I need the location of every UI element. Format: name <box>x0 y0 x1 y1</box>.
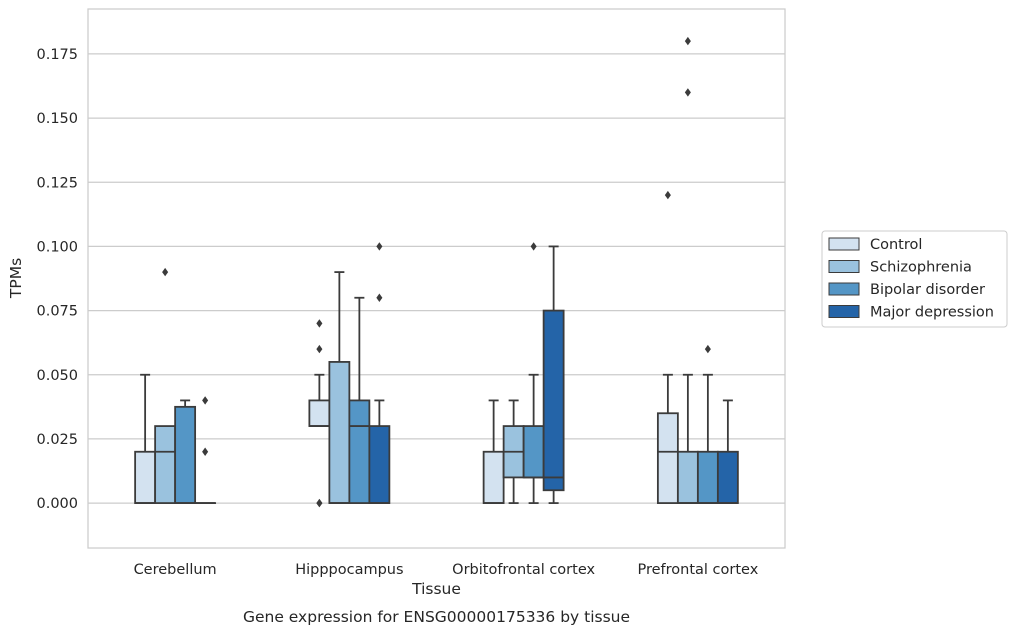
legend-label: Schizophrenia <box>870 260 972 276</box>
legend-swatch <box>828 237 860 251</box>
legend-label: Major depression <box>870 305 994 321</box>
box-body <box>348 399 371 504</box>
box-body <box>696 450 719 504</box>
y-tick-label: 0.125 <box>36 175 78 191</box>
box-body <box>522 425 545 479</box>
x-axis-ticks: Cerebellum Hipppocampus Orbitofrontal cort… <box>134 562 759 578</box>
x-axis-label: Tissue <box>411 580 461 598</box>
outlier-point <box>530 242 537 251</box>
box-major-depression <box>542 245 565 504</box>
outlier-point <box>316 344 323 354</box>
chart-caption: Gene expression for ENSG00000175336 by t… <box>243 608 630 626</box>
y-tick-label: 0.050 <box>36 368 78 384</box>
box-schizophrenia <box>502 399 525 504</box>
box-body <box>328 361 351 504</box>
box-control <box>308 319 331 508</box>
box-body <box>308 399 331 427</box>
box-body <box>656 412 679 504</box>
legend-swatch <box>828 260 860 273</box>
box-major-depression <box>368 242 391 504</box>
box-body <box>174 405 197 504</box>
box-body <box>482 450 505 504</box>
box-control <box>482 399 505 504</box>
box-body <box>542 309 565 492</box>
legend-swatch <box>828 305 860 318</box>
y-tick-label: 0.025 <box>36 432 78 448</box>
y-axis-ticks: 0.000 0.025 0.050 0.075 0.100 0.125 0.150 0.175 <box>36 47 78 512</box>
y-tick-label: 0.150 <box>36 111 78 127</box>
y-tick-label: 0.075 <box>36 304 78 320</box>
y-tick-label: 0.175 <box>36 47 78 63</box>
x-tick-label: Cerebellum <box>134 562 217 578</box>
outlier-point <box>316 319 323 328</box>
box-bipolar-disorder <box>174 399 197 504</box>
box-body <box>676 450 699 504</box>
outlier-point <box>684 36 691 46</box>
outlier-point <box>162 267 169 277</box>
box-body <box>154 425 177 504</box>
legend-label: Control <box>870 237 922 253</box>
box-major-depression <box>194 396 217 504</box>
y-axis-label: TPMs <box>7 258 25 299</box>
x-tick-label: Orbitofrontal cortex <box>452 562 595 578</box>
outlier-point <box>202 447 209 456</box>
x-tick-label: Prefrontal cortex <box>637 562 758 578</box>
box-major-depression <box>716 399 739 504</box>
box-body <box>716 450 739 504</box>
legend: Control Schizophrenia Bipolar disorder Majo… <box>821 230 1008 328</box>
box-bipolar-disorder <box>696 344 719 504</box>
box-schizophrenia <box>676 36 699 504</box>
outlier-point <box>376 242 383 251</box>
box-body <box>368 425 391 504</box>
outlier-point <box>316 498 323 508</box>
outlier-point <box>704 344 711 354</box>
outlier-point <box>202 396 209 405</box>
outlier-point <box>376 293 383 302</box>
outlier-point <box>664 190 671 200</box>
y-tick-label: 0.000 <box>36 496 78 512</box>
boxes <box>134 36 739 508</box>
box-body <box>134 450 157 504</box>
legend-frame <box>821 230 1008 328</box>
y-tick-label: 0.100 <box>36 239 78 255</box>
outlier-point <box>684 88 691 97</box>
legend-label: Bipolar disorder <box>870 282 985 298</box>
legend-swatch <box>828 282 860 296</box>
x-tick-label: Hipppocampus <box>295 562 403 578</box>
